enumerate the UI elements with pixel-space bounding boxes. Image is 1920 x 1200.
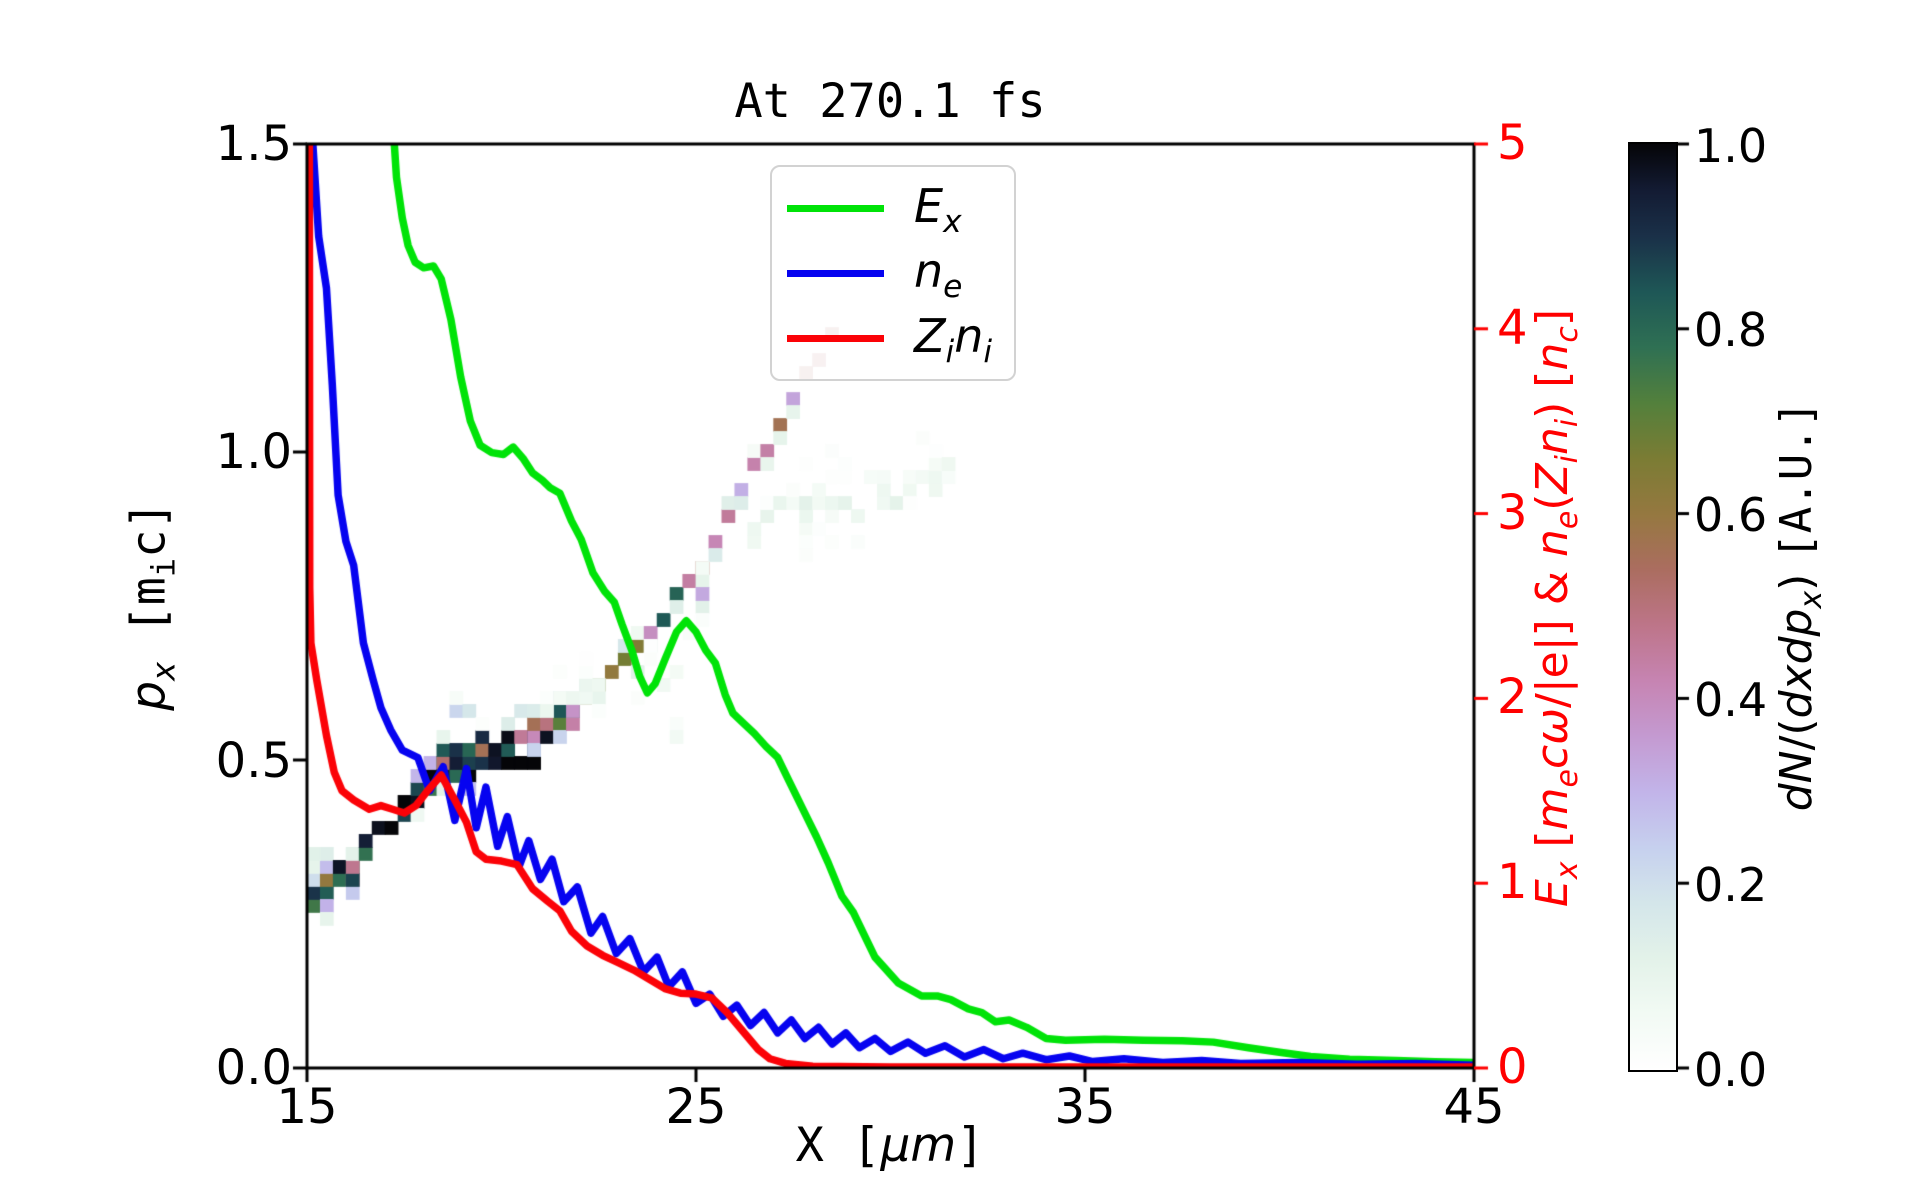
y-right-tick-label-3: 3 bbox=[1497, 485, 1528, 541]
colorbar-tick-label-0.2: 0.2 bbox=[1694, 858, 1768, 912]
y-right-tick-label-2: 2 bbox=[1497, 669, 1528, 725]
colorbar-tick-label-0.6: 0.6 bbox=[1694, 488, 1768, 542]
y-right-tick-label-4: 4 bbox=[1497, 300, 1528, 356]
y-right-tick-label-5: 5 bbox=[1497, 115, 1528, 171]
y-right-tick-label-1: 1 bbox=[1497, 854, 1528, 910]
x-tick-label-15: 15 bbox=[276, 1079, 338, 1135]
x-tick-label-25: 25 bbox=[665, 1079, 727, 1135]
x-tick-label-35: 35 bbox=[1054, 1079, 1116, 1135]
y-left-tick-label-0.0: 0.0 bbox=[215, 1040, 292, 1096]
legend-line-ne-icon bbox=[787, 270, 884, 277]
colorbar bbox=[1628, 142, 1678, 1072]
y-left-tick-label-1.5: 1.5 bbox=[215, 116, 292, 172]
x-tick-label-45: 45 bbox=[1443, 1079, 1505, 1135]
plot-title: At 270.1 fs bbox=[734, 74, 1046, 129]
y-left-axis-label: px [mic] bbox=[121, 501, 183, 711]
colorbar-tick-label-0.8: 0.8 bbox=[1694, 303, 1768, 357]
y-right-axis-label: Ex [mecω/|e|] & ne(Zini) [nc] bbox=[1527, 309, 1585, 907]
colorbar-label: dN/(dxdpx) [A.U.] bbox=[1771, 400, 1829, 812]
colorbar-tick-label-0.4: 0.4 bbox=[1694, 673, 1768, 727]
colorbar-tick-label-1.0: 1.0 bbox=[1694, 119, 1768, 173]
legend-label-ne: ne bbox=[914, 244, 963, 306]
legend-line-zini-icon bbox=[787, 335, 884, 342]
legend: Ex ne Zini bbox=[770, 165, 1016, 381]
y-right-tick-label-0: 0 bbox=[1497, 1039, 1528, 1095]
legend-label-zini: Zini bbox=[914, 309, 993, 371]
legend-label-ex: Ex bbox=[914, 179, 962, 241]
y-left-tick-label-0.5: 0.5 bbox=[215, 733, 292, 789]
colorbar-tick-label-0.0: 0.0 bbox=[1694, 1043, 1768, 1097]
legend-line-ex-icon bbox=[787, 205, 884, 212]
y-left-tick-label-1.0: 1.0 bbox=[215, 424, 292, 480]
x-axis-label: X [μm] bbox=[795, 1118, 985, 1173]
